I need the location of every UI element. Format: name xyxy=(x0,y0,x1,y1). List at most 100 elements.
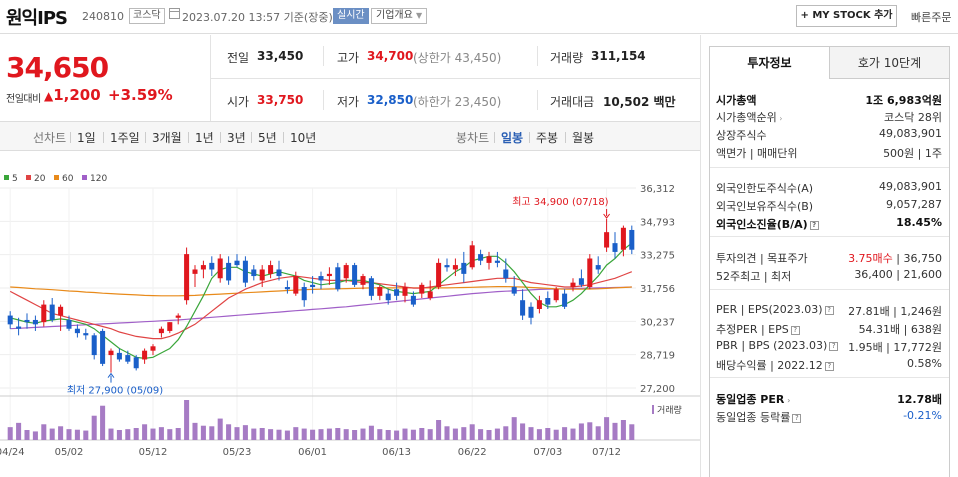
candle-body xyxy=(578,278,584,285)
volume-bar xyxy=(478,429,484,440)
volume-bar xyxy=(511,417,517,440)
candle-daily[interactable]: 일봉 xyxy=(501,131,524,145)
candle-body xyxy=(486,256,492,263)
candle-body xyxy=(326,273,332,277)
help-icon[interactable]: ? xyxy=(809,220,819,230)
candle-body xyxy=(209,262,215,270)
divider xyxy=(145,132,146,143)
volume-bar xyxy=(326,428,332,440)
candle-body xyxy=(318,276,324,281)
candle-body xyxy=(116,352,122,360)
volume-bar xyxy=(427,429,433,440)
high-arrow-head xyxy=(603,213,610,219)
candle-body xyxy=(494,260,500,263)
candle-body xyxy=(284,287,290,290)
candle-body xyxy=(16,326,22,329)
volume-bar xyxy=(343,429,349,440)
help-icon[interactable]: ? xyxy=(824,361,834,371)
period-3y[interactable]: 3년 xyxy=(227,131,246,145)
y-tick-label: 30,237 xyxy=(640,317,675,328)
candle-body xyxy=(125,355,131,362)
volume-bar xyxy=(242,425,248,440)
divider xyxy=(323,90,324,110)
divider xyxy=(103,132,104,143)
info-value: 500원 | 1주 xyxy=(883,147,942,160)
period-1w[interactable]: 1주일 xyxy=(110,131,140,145)
candle-body xyxy=(268,265,274,274)
candle-body xyxy=(310,284,316,288)
candle-body xyxy=(368,278,374,296)
chevron-right-icon[interactable]: › xyxy=(784,396,791,405)
candle-body xyxy=(452,265,458,270)
candle-monthly[interactable]: 월봉 xyxy=(572,131,595,145)
volume-bar xyxy=(116,430,122,440)
volume-bar xyxy=(150,428,156,440)
legend-swatch xyxy=(54,175,59,180)
volume-bar xyxy=(352,430,358,440)
divider xyxy=(710,377,949,378)
volume-bar xyxy=(49,428,55,440)
candle-body xyxy=(570,282,576,288)
chevron-right-icon[interactable]: › xyxy=(776,114,783,123)
tab-order-book[interactable]: 호가 10단계 xyxy=(830,47,949,79)
candle-body xyxy=(427,291,433,299)
help-icon[interactable]: ? xyxy=(790,325,800,335)
period-5y[interactable]: 5년 xyxy=(258,131,277,145)
candle-body xyxy=(511,287,517,294)
info-value: 1.95배 | 17,772원 xyxy=(848,341,942,354)
investment-opinion: 3.75매수 xyxy=(848,252,893,265)
volume-legend-swatch xyxy=(652,405,654,414)
candle-body xyxy=(108,350,114,356)
quick-order-link[interactable]: 빠른주문 xyxy=(911,11,952,24)
candle-body xyxy=(528,306,534,318)
period-1d[interactable]: 1일 xyxy=(77,131,96,145)
volume-bar xyxy=(436,420,442,440)
volume-bar xyxy=(217,418,223,440)
low-arrow-head xyxy=(107,372,115,378)
help-icon[interactable]: ? xyxy=(792,413,802,423)
candle-body xyxy=(469,245,475,268)
candle-body xyxy=(402,287,408,296)
add-my-stock-button[interactable]: + MY STOCK 추가 xyxy=(796,5,897,27)
volume-bar xyxy=(612,422,618,440)
volume-bar xyxy=(24,430,30,440)
high-annotation: 최고 34,900 (07/18) xyxy=(512,196,608,208)
divider xyxy=(323,46,324,66)
y-tick-label: 36,312 xyxy=(640,184,675,195)
tab-investment-info[interactable]: 투자정보 xyxy=(710,47,830,79)
candle-body xyxy=(343,265,349,279)
candle-body xyxy=(192,269,198,274)
price-chart[interactable]: 36,312 34,793 33,275 31,756 30,237 28,719 27,2… xyxy=(0,152,700,477)
info-value: 9,057,287 xyxy=(886,198,942,211)
realtime-button[interactable]: 실시간 xyxy=(333,8,369,24)
stat-label-low: 저가 xyxy=(337,95,360,109)
help-icon[interactable]: ? xyxy=(829,341,839,351)
volume-bar xyxy=(284,430,290,440)
help-icon[interactable]: ? xyxy=(824,305,834,315)
period-10y[interactable]: 10년 xyxy=(290,131,317,145)
candle-weekly[interactable]: 주봉 xyxy=(536,131,559,145)
candle-body xyxy=(520,300,526,316)
period-1y[interactable]: 1년 xyxy=(195,131,214,145)
volume-bar xyxy=(377,429,383,440)
candle-body xyxy=(24,319,30,323)
volume-bar xyxy=(74,429,80,440)
volume-bar xyxy=(108,428,114,440)
period-3m[interactable]: 3개월 xyxy=(152,131,182,145)
current-price: 34,650 xyxy=(6,51,109,84)
info-label: 상장주식수 xyxy=(716,129,767,142)
divider xyxy=(565,132,566,143)
company-overview-dropdown[interactable]: 기업개요 ▼ xyxy=(371,8,428,24)
info-value: 1조 6,983억원 xyxy=(865,94,942,107)
volume-bar xyxy=(419,428,425,440)
volume-bar xyxy=(251,428,257,440)
legend-swatch xyxy=(4,175,9,180)
volume-bar xyxy=(553,429,559,440)
volume-bar xyxy=(7,427,13,440)
volume-bar xyxy=(32,431,38,440)
divider xyxy=(220,132,221,143)
volume-bar xyxy=(536,429,542,440)
volume-bar xyxy=(100,405,106,440)
divider xyxy=(529,132,530,143)
investment-info-panel: 투자정보 호가 10단계 시가총액 1조 6,983억원 시가총액순위 › 코스닥 2… xyxy=(709,46,950,477)
